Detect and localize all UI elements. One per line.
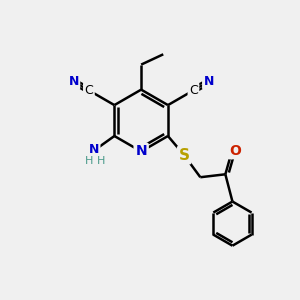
Text: N: N: [204, 75, 214, 88]
Text: H: H: [97, 156, 105, 166]
Text: N: N: [135, 145, 147, 158]
Text: C: C: [189, 84, 198, 97]
Text: O: O: [229, 144, 241, 158]
Text: N: N: [88, 143, 99, 156]
Text: H: H: [85, 156, 94, 166]
Text: N: N: [68, 75, 79, 88]
Text: S: S: [178, 148, 190, 163]
Text: C: C: [85, 84, 93, 97]
Text: N: N: [135, 145, 147, 158]
